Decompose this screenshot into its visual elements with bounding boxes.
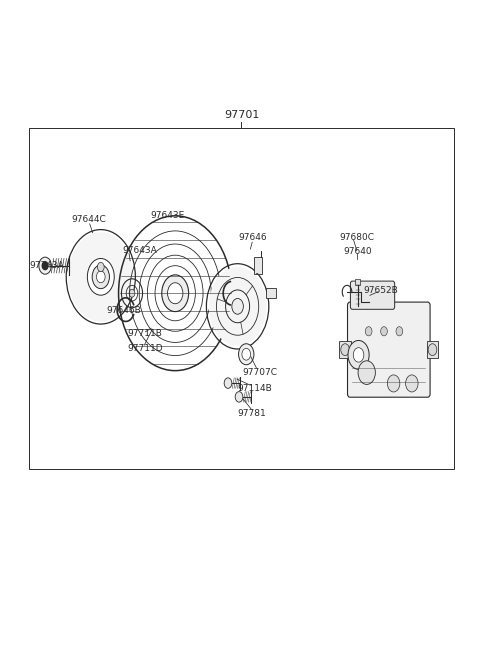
FancyBboxPatch shape xyxy=(350,281,395,310)
Circle shape xyxy=(162,275,189,312)
Bar xyxy=(254,257,262,274)
Circle shape xyxy=(239,344,254,365)
Circle shape xyxy=(232,298,243,314)
Circle shape xyxy=(209,267,266,346)
Text: 97711B: 97711B xyxy=(127,329,162,338)
Circle shape xyxy=(387,375,400,392)
Text: 97701: 97701 xyxy=(224,110,259,120)
Circle shape xyxy=(358,361,375,384)
Text: 97781: 97781 xyxy=(237,409,266,418)
Text: 97652B: 97652B xyxy=(364,286,398,295)
Circle shape xyxy=(87,258,114,295)
Text: 97114B: 97114B xyxy=(237,384,272,393)
Circle shape xyxy=(68,232,133,321)
Text: 97643A: 97643A xyxy=(122,246,157,255)
Circle shape xyxy=(396,327,403,336)
Circle shape xyxy=(235,392,243,402)
Circle shape xyxy=(42,262,48,270)
Bar xyxy=(355,279,360,285)
Circle shape xyxy=(39,257,51,274)
Text: 97643E: 97643E xyxy=(150,211,184,220)
Text: 97711D: 97711D xyxy=(127,344,163,353)
Bar xyxy=(339,341,351,358)
Circle shape xyxy=(242,348,251,360)
Text: 97646B: 97646B xyxy=(107,306,141,316)
FancyBboxPatch shape xyxy=(348,302,430,397)
Text: 97646: 97646 xyxy=(238,233,267,242)
Circle shape xyxy=(129,289,135,297)
Text: 97644C: 97644C xyxy=(71,215,106,224)
Circle shape xyxy=(92,265,109,289)
Circle shape xyxy=(97,262,104,272)
Circle shape xyxy=(96,271,105,283)
Text: 97640: 97640 xyxy=(344,247,372,256)
Circle shape xyxy=(428,344,437,356)
Circle shape xyxy=(381,327,387,336)
Bar xyxy=(427,341,438,358)
Bar xyxy=(29,128,454,469)
Circle shape xyxy=(353,348,364,362)
Circle shape xyxy=(341,344,349,356)
Circle shape xyxy=(224,378,232,388)
Circle shape xyxy=(348,340,369,369)
Text: 97680C: 97680C xyxy=(339,233,374,242)
Circle shape xyxy=(168,283,183,304)
Text: 97743A: 97743A xyxy=(30,261,64,270)
Circle shape xyxy=(365,327,372,336)
Circle shape xyxy=(406,375,418,392)
Text: 97707C: 97707C xyxy=(242,368,277,377)
Bar xyxy=(266,288,276,298)
